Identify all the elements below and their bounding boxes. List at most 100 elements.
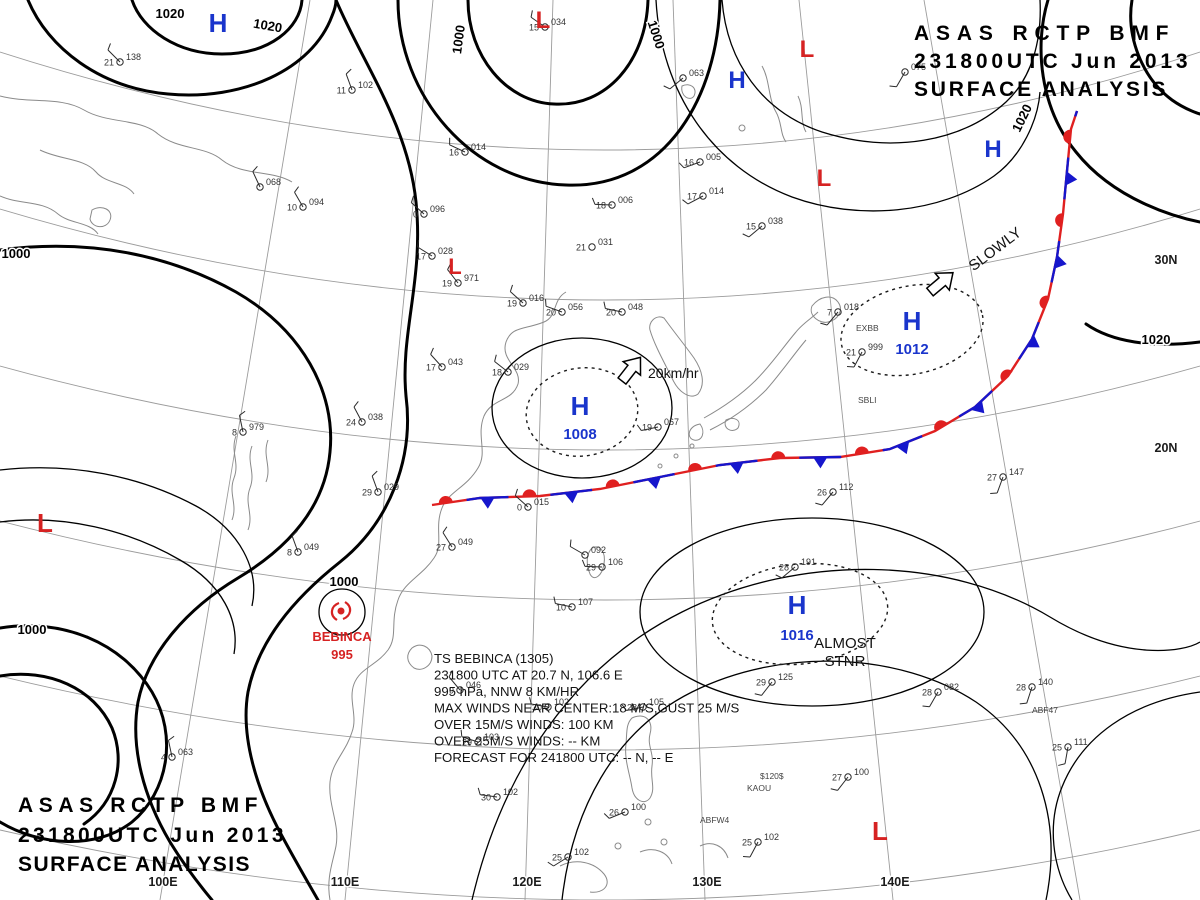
station-pressure: 999 (868, 342, 883, 352)
wind-barb-tick (494, 354, 497, 362)
wind-barb-tick (509, 284, 513, 292)
station-temperature: 16 (684, 158, 694, 168)
wind-barb (461, 736, 479, 743)
cold-front-symbol (1026, 335, 1040, 348)
pressure-letter: L (37, 508, 53, 538)
coast-japan-honshu-south (709, 339, 807, 431)
warm-front-symbol (438, 495, 453, 504)
station-pressure: 038 (368, 412, 383, 422)
storm-info-line: FORECAST FOR 241800 UTC: -- N, -- E (434, 750, 674, 765)
storm-name: BEBINCA (312, 629, 372, 644)
warm-front-symbol (522, 489, 537, 497)
wind-barb (896, 71, 906, 87)
coast-hainan (407, 644, 433, 670)
station-plot: 21 999 (846, 342, 883, 368)
island-ne (681, 84, 696, 99)
islands-south1 (559, 861, 608, 893)
station-plot: 092 (569, 539, 606, 559)
chart-title-line1: ASAS RCTP BMF (18, 794, 258, 817)
annotation-slowly: SLOWLY (966, 224, 1025, 275)
warm-front-symbol (1063, 129, 1071, 144)
station-circle (679, 74, 687, 82)
wind-barb (594, 203, 613, 206)
station-pressure: 105 (649, 697, 664, 707)
station-circle (448, 543, 456, 551)
isobar-label: 1020 (1009, 102, 1035, 135)
pressure-letter: H (984, 136, 1001, 163)
wind-barb (417, 246, 433, 257)
station-circle (754, 838, 762, 846)
station-pressure: 112 (839, 482, 853, 492)
station-circle (558, 308, 566, 316)
isobar-label: 1020 (252, 16, 283, 36)
isobar-1000-sw-loop (0, 624, 169, 843)
station-pressure: 028 (438, 246, 453, 256)
wind-barb (641, 426, 659, 432)
station-plot: 8 979 (232, 410, 264, 438)
storm-info-line: OVER 25M/S WINDS: -- KM (434, 734, 600, 749)
station-plot: 068 (252, 165, 281, 191)
station-temperature: 17 (426, 363, 436, 373)
movement-arrows (617, 271, 954, 386)
station-plot: 19 016 (507, 284, 544, 309)
station-circle (834, 308, 842, 316)
storm-info-line: OVER 15M/S WINDS: 100 KM (434, 717, 614, 732)
island (644, 818, 652, 826)
station-pressure: 014 (709, 186, 724, 196)
isobar-label: 1000 (645, 19, 668, 51)
isobar-low-outer (396, 0, 722, 187)
station-pressure: 067 (664, 417, 679, 427)
dashed-outline-1008 (525, 367, 639, 457)
station-temperature: 19 (642, 423, 652, 433)
station-pressure: 049 (458, 537, 473, 547)
cold-front-symbol (1065, 171, 1078, 186)
annotation-stnr: STNR (825, 653, 866, 670)
station-pressure: 979 (249, 422, 264, 432)
wind-barb-tick (291, 530, 298, 537)
pressure-letter: L (800, 36, 815, 63)
storm-info-line: 995 hPa, NNW 8 KM/HR (434, 684, 579, 699)
pressure-letter: L (817, 165, 832, 192)
station-pressure: 103 (484, 732, 499, 742)
station-pressure: 971 (464, 273, 479, 283)
isobar-thin-se1 (561, 660, 1052, 900)
station-id: ABF47 (1032, 705, 1058, 715)
station-circle (791, 563, 799, 571)
wind-barb (442, 532, 453, 548)
wind-barb-tick (430, 347, 434, 355)
station-circle (564, 853, 572, 861)
front-line-warm (431, 110, 1079, 507)
station-pressure: 018 (844, 302, 859, 312)
wind-barb-tick (529, 697, 532, 705)
wind-barb-tick (353, 401, 359, 408)
parallel-30n (0, 365, 1200, 451)
station-plot: 28 191 (775, 557, 816, 579)
station-circle (618, 308, 626, 316)
isobar-label: 1020 (156, 6, 185, 21)
station-plot: 4 063 (161, 735, 193, 763)
station-temperature: 9 (449, 686, 454, 696)
wind-barb (167, 740, 173, 758)
station-pressure: 096 (430, 204, 445, 214)
wind-barb-tick (591, 197, 596, 205)
station-circle (544, 703, 552, 711)
station-plot: 30 102 (477, 787, 518, 803)
warm-front-symbol (934, 420, 948, 431)
pressure-system-h-1016: H 1016 (780, 590, 813, 644)
wind-barb (821, 491, 834, 506)
station-temperature: 0 (517, 503, 522, 513)
station-circle (588, 243, 596, 251)
coast-shikoku (724, 417, 740, 431)
front-line-cold (431, 110, 1079, 507)
wind-barb (545, 305, 563, 313)
pressure-letter: H (728, 67, 745, 94)
wind-barb (294, 192, 304, 208)
station-circle (519, 299, 527, 307)
coast-inland-north (0, 95, 293, 183)
station-temperature: 17 (416, 252, 426, 262)
station-plots: 2113811102160141503416005063075068100940… (104, 10, 1088, 867)
cold-front-symbol (564, 491, 579, 504)
pressure-system-l: L (817, 165, 832, 192)
